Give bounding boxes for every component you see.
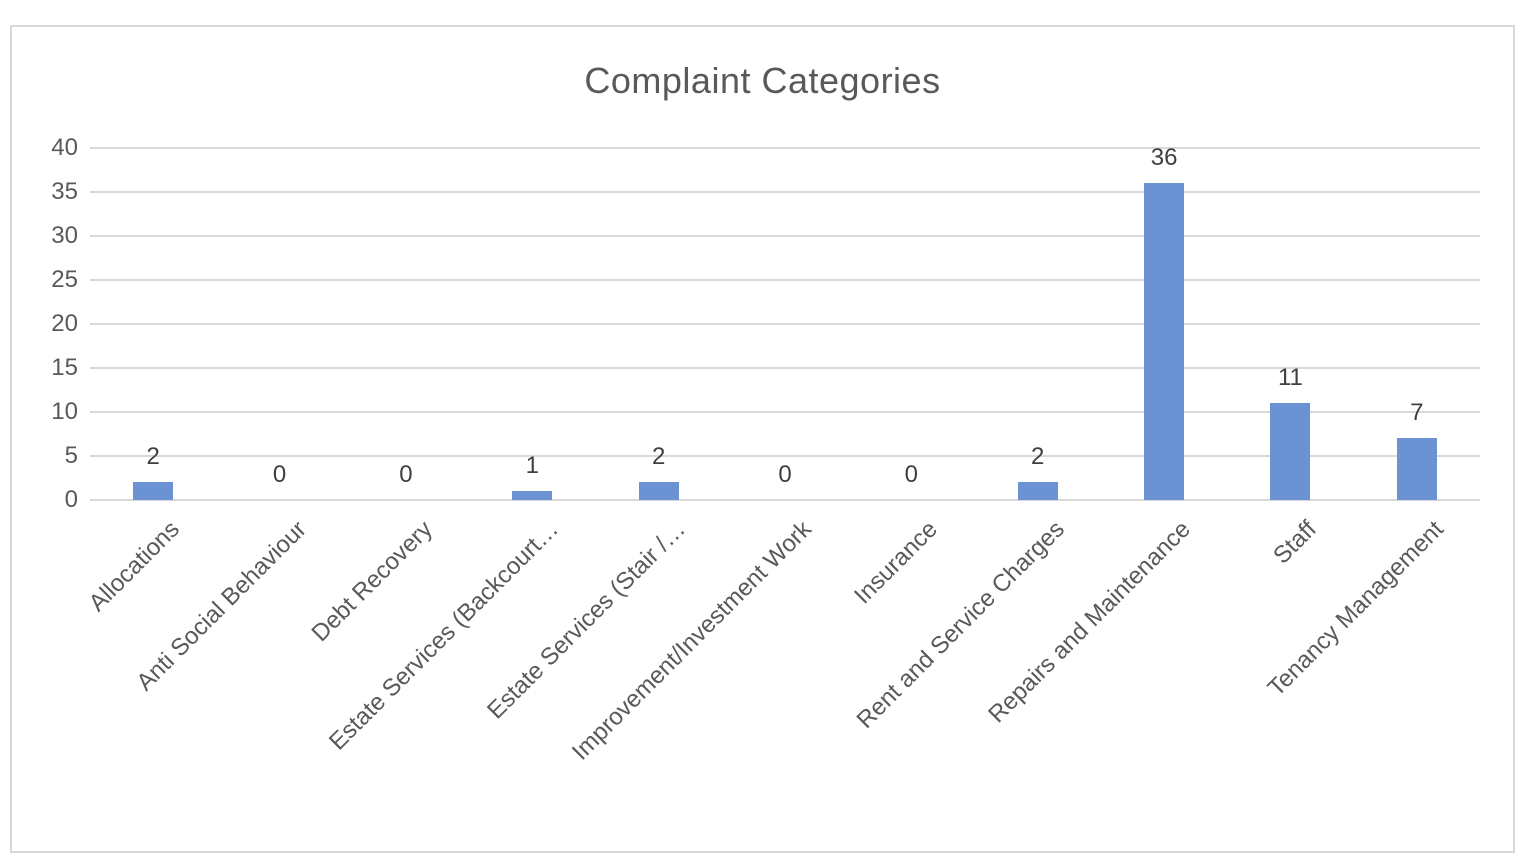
y-tick-label: 25 [51, 266, 78, 293]
bar-value-label: 2 [146, 443, 160, 470]
bar-value-label: 0 [399, 461, 413, 488]
y-tick-label: 15 [51, 354, 78, 381]
y-tick-label: 20 [51, 310, 78, 337]
gridline [90, 279, 1480, 281]
y-tick-label: 5 [64, 442, 78, 469]
gridline [90, 235, 1480, 237]
chart-title: Complaint Categories [584, 60, 941, 101]
y-tick-label: 30 [51, 222, 78, 249]
bar-value-label: 2 [651, 443, 666, 470]
gridline [90, 455, 1480, 457]
bar[interactable] [1396, 438, 1437, 500]
bar[interactable] [1144, 183, 1185, 500]
gridline [90, 323, 1480, 325]
y-tick-label: 0 [64, 486, 78, 513]
gridline [90, 499, 1480, 501]
bar-value-label: 36 [1150, 144, 1178, 171]
bar-value-label: 11 [1277, 364, 1303, 391]
gridline [90, 191, 1480, 193]
gridline [90, 367, 1480, 369]
y-tick-label: 40 [51, 134, 78, 161]
bar[interactable] [638, 482, 679, 500]
bar[interactable] [133, 482, 174, 500]
gridline [90, 411, 1480, 413]
bar[interactable] [1270, 403, 1311, 500]
bar[interactable] [512, 491, 553, 500]
y-tick-label: 35 [51, 178, 78, 205]
bar-value-label: 2 [1031, 443, 1045, 470]
bar-value-label: 7 [1410, 399, 1424, 426]
bar-value-label: 0 [904, 461, 919, 488]
bar-value-label: 0 [272, 461, 287, 488]
bar-value-label: 0 [778, 461, 792, 488]
bar[interactable] [1017, 482, 1058, 500]
gridline [90, 147, 1480, 149]
chart-frame: Complaint Categories 0 5 10 15 20 25 30 35 40 2 Al… [10, 25, 1515, 853]
y-tick-label: 10 [51, 398, 78, 425]
bar-value-label: 1 [525, 452, 539, 479]
